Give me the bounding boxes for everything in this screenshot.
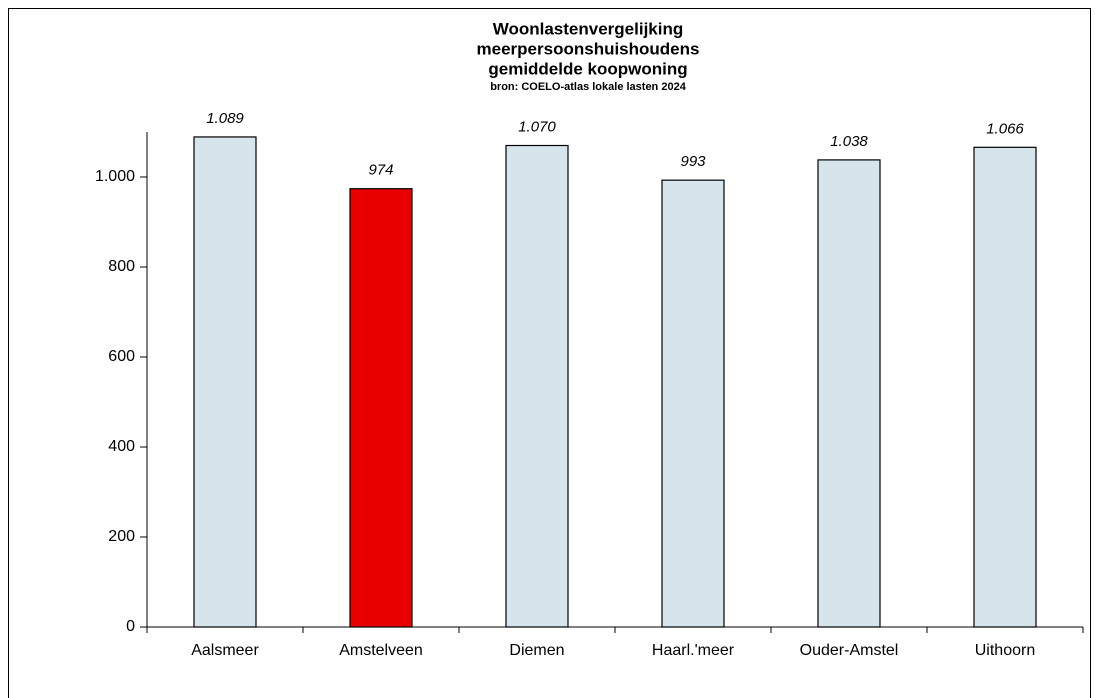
value-label: 993 (680, 153, 706, 170)
x-tick-label: Aalsmeer (191, 642, 259, 659)
y-tick-label: 0 (126, 618, 135, 635)
x-tick-label: Ouder-Amstel (800, 642, 899, 659)
x-tick-label: Haarl.'meer (652, 642, 735, 659)
value-label: 1.038 (830, 133, 868, 150)
y-tick-label: 200 (108, 528, 135, 545)
y-tick-label: 800 (108, 258, 135, 275)
y-tick-label: 400 (108, 438, 135, 455)
bar (973, 146, 1037, 628)
bar (661, 179, 725, 628)
bar (817, 159, 881, 628)
chart-subtitle: bron: COELO-atlas lokale lasten 2024 (490, 81, 687, 93)
chart-title: meerpersoonshuishoudens (477, 39, 700, 58)
x-tick-label: Amstelveen (339, 642, 423, 659)
value-label: 1.070 (518, 118, 556, 135)
bar (349, 188, 413, 628)
bar (193, 136, 257, 628)
x-tick-label: Uithoorn (975, 642, 1035, 659)
value-label: 974 (368, 162, 393, 179)
x-tick-label: Diemen (509, 642, 564, 659)
y-tick-label: 1.000 (95, 168, 135, 185)
value-label: 1.089 (206, 110, 244, 127)
chart-title: gemiddelde koopwoning (488, 59, 687, 78)
bar (505, 144, 569, 628)
chart-title: Woonlastenvergelijking (493, 19, 684, 38)
y-tick-label: 600 (108, 348, 135, 365)
value-label: 1.066 (986, 120, 1024, 137)
